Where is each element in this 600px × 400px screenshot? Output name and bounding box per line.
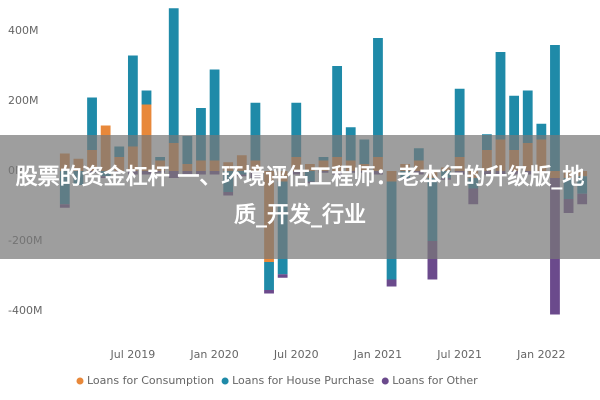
bar-segment <box>373 38 383 157</box>
bar-segment <box>250 102 261 161</box>
legend-label: Loans for Consumption <box>87 374 214 387</box>
bar-segment <box>277 274 288 278</box>
x-tick-label: Jan 2022 <box>516 348 565 361</box>
bar-segment <box>550 45 560 171</box>
banner-text: 股票的资金杠杆 一、环境评估工程师：老本行的升级版_地质_开发_行业 <box>15 165 585 228</box>
legend-marker <box>381 377 389 385</box>
bar-segment <box>536 123 547 140</box>
bar-segment <box>87 97 97 150</box>
bar-segment <box>291 102 302 157</box>
y-tick-label: -400M <box>8 304 42 317</box>
bar-segment <box>209 69 220 161</box>
bar-segment <box>141 90 152 105</box>
bar-segment <box>522 90 533 143</box>
bar-segment <box>454 88 465 157</box>
x-tick-label: Jul 2020 <box>273 348 319 361</box>
x-tick-label: Jan 2021 <box>353 348 402 361</box>
legend-marker <box>221 377 229 385</box>
legend-label: Loans for House Purchase <box>232 374 374 387</box>
legend-marker <box>76 377 84 385</box>
bar-segment <box>427 241 438 280</box>
bar-segment <box>264 290 274 294</box>
bar-segment <box>495 52 506 140</box>
bar-segment <box>332 66 343 157</box>
banner: 股票的资金杠杆 一、环境评估工程师：老本行的升级版_地质_开发_行业 <box>0 135 600 259</box>
bar-segment <box>386 279 397 287</box>
bar-segment <box>168 8 179 143</box>
x-tick-label: Jul 2021 <box>436 348 482 361</box>
bar-segment <box>264 262 274 290</box>
x-tick-label: Jan 2020 <box>189 348 238 361</box>
x-tick-label: Jul 2019 <box>110 348 156 361</box>
legend-label: Loans for Other <box>392 374 478 387</box>
y-tick-label: 200M <box>8 94 39 107</box>
bar-segment <box>127 55 138 147</box>
bar-segment <box>509 95 520 150</box>
y-tick-label: 400M <box>8 24 39 37</box>
bar-segment <box>196 108 206 161</box>
